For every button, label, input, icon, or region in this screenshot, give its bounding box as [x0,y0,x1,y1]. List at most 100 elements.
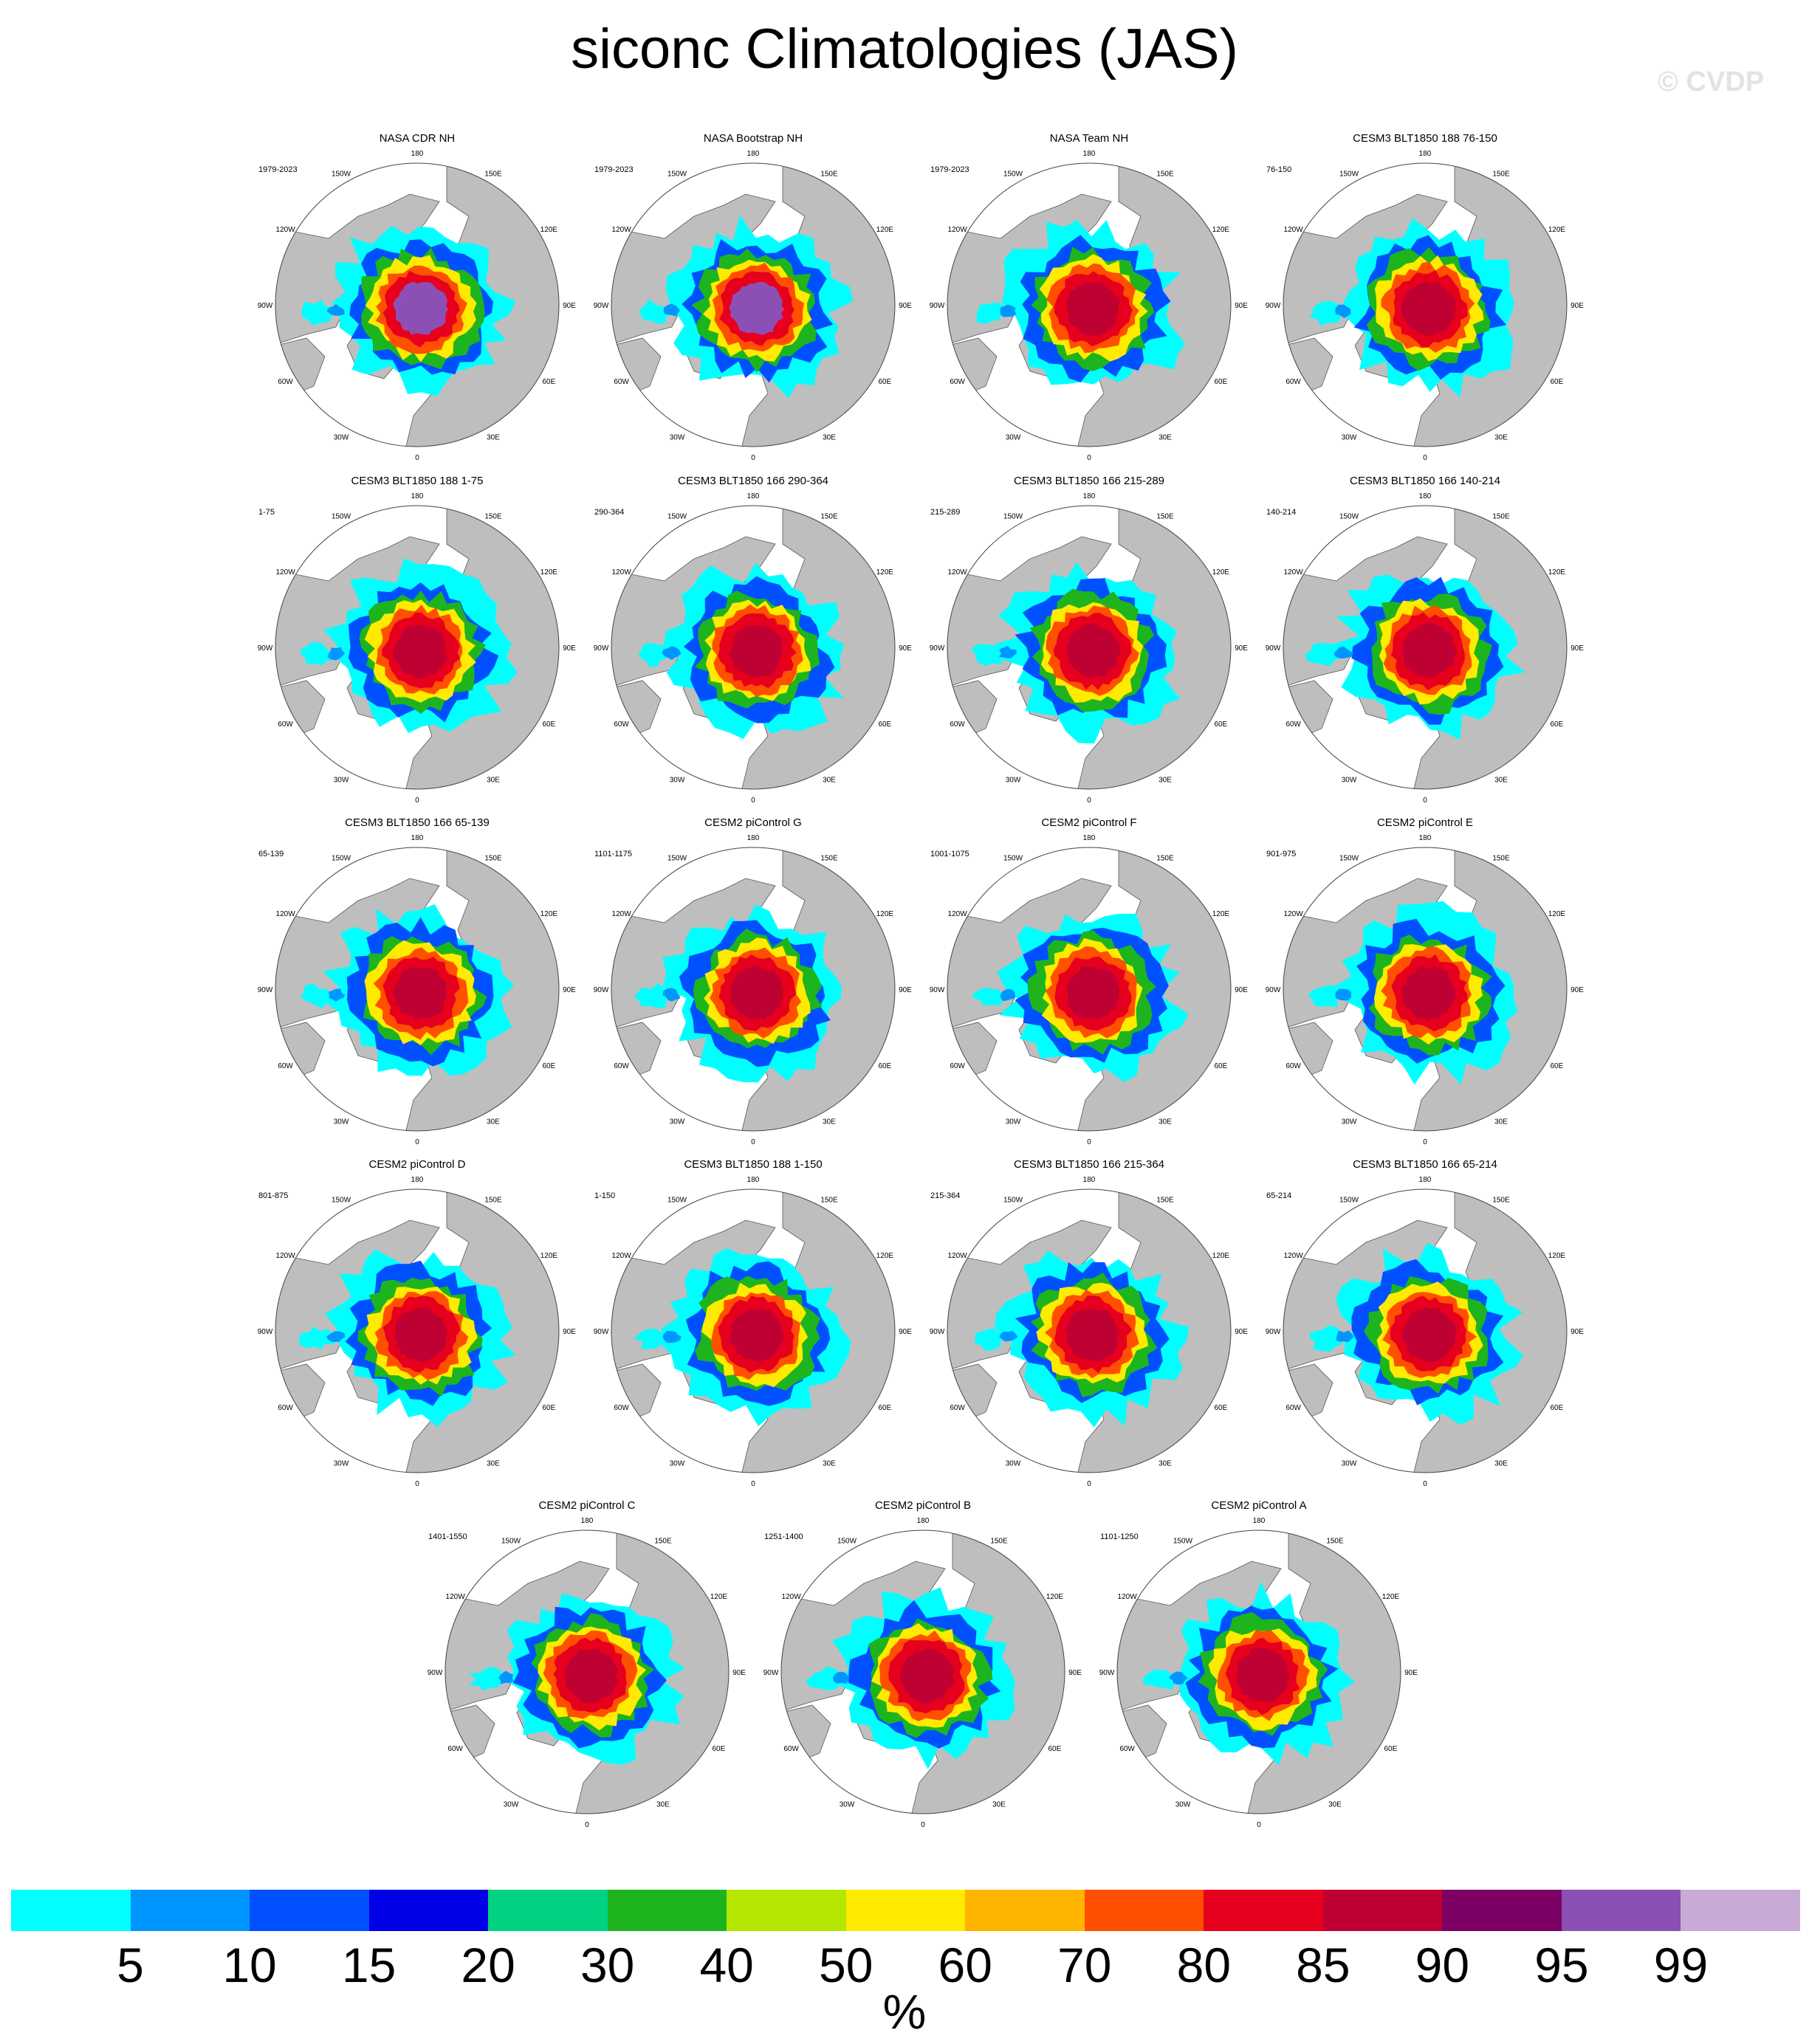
map-boundary [275,1188,560,1473]
longitude-label: 60W [614,1404,629,1412]
polar-map: 180 150E 120E 90E 60E 30E 0 30W 60W 90W 120W 150W [930,834,1249,1146]
longitude-label: 30E [1328,1800,1342,1809]
ice-patch [327,647,346,661]
longitude-label: 180 [411,834,424,842]
longitude-label: 150W [1339,513,1359,521]
colorbar-tick-label: 85 [1296,1938,1350,1992]
map-boundary [947,847,1232,1132]
longitude-label: 150E [484,171,502,179]
polar-map: 180 150E 120E 90E 60E 30E 0 30W 60W 90W 120W 150W [594,150,913,462]
longitude-label: 60E [1215,378,1228,386]
longitude-label: 180 [917,1517,930,1525]
longitude-label: 30E [487,433,500,441]
longitude-label: 180 [411,150,424,158]
map-panel: CESM2 piControl A 1101-1250 180 150E 120E 90E… [1096,1498,1421,1838]
map-boundary [611,162,896,447]
ice-contour [393,281,449,335]
map-panel: CESM3 BLT1850 188 1-150 1-150 180 150E 120E 9… [591,1157,916,1497]
longitude-label: 150W [332,855,351,863]
longitude-label: 120E [876,1252,894,1260]
longitude-label: 60E [1384,1745,1398,1753]
longitude-label: 30E [1494,433,1508,441]
panel-period: 65-214 [1266,1191,1292,1200]
longitude-label: 60E [879,1404,892,1412]
longitude-label: 90E [1235,302,1248,310]
longitude-label: 30W [504,1800,519,1809]
map-boundary [947,505,1232,790]
ice-contour [730,966,783,1020]
longitude-label: 60E [713,1745,726,1753]
longitude-label: 30E [823,776,836,784]
map-panel: CESM3 BLT1850 166 65-214 65-214 180 150E 120… [1263,1157,1587,1497]
map-panel: CESM3 BLT1850 188 1-75 1-75 180 150E 120E 90E… [255,474,580,813]
longitude-label: 120E [876,910,894,918]
colorbar-tick-label: 99 [1653,1938,1709,1992]
panel-period: 1-150 [594,1191,616,1200]
longitude-label: 90W [258,1328,273,1336]
map-panel: NASA CDR NH 1979-2023 180 150E 120E 90E 60E 30E… [255,131,580,471]
longitude-label: 90E [563,986,576,994]
longitude-label: 60W [614,1062,629,1070]
colorbar-tick-label: 50 [819,1938,873,1992]
ice-patch [999,646,1017,658]
longitude-label: 60E [879,378,892,386]
panel-period: 290-364 [594,508,625,517]
panel-period: 1-75 [258,508,275,517]
longitude-label: 30E [656,1800,670,1809]
longitude-label: 0 [751,796,755,805]
panel-title: NASA CDR NH [379,132,456,145]
longitude-label: 60E [879,1062,892,1070]
longitude-label: 120W [1284,568,1304,577]
longitude-label: 90E [899,302,912,310]
longitude-label: 150W [501,1538,521,1546]
ice-patch [634,1329,673,1349]
longitude-label: 180 [1083,150,1096,158]
longitude-label: 30E [823,1118,836,1126]
longitude-label: 60W [614,378,629,386]
map-boundary [1283,162,1568,447]
longitude-label: 150E [820,171,838,179]
longitude-label: 90E [899,986,912,994]
longitude-label: 120E [1212,568,1230,577]
panel-period: 1101-1175 [594,850,632,858]
longitude-label: 30W [1006,1118,1021,1126]
map-panel: CESM2 piControl E 901-975 180 150E 120E 90E 60… [1263,816,1587,1155]
map-boundary [611,1188,896,1473]
panel-period: 901-975 [1266,850,1297,858]
longitude-label: 60W [1285,1404,1301,1412]
longitude-label: 60E [879,720,892,729]
longitude-label: 60E [1551,1404,1564,1412]
colorbar-units-label: % [882,1984,927,2039]
panel-title: CESM3 BLT1850 166 65-139 [345,816,490,829]
longitude-label: 120E [540,226,558,234]
longitude-label: 60E [1551,1062,1564,1070]
longitude-label: 90E [1235,644,1248,653]
cvdp-watermark: © CVDP [1658,66,1765,97]
longitude-label: 60W [614,720,629,729]
longitude-label: 90W [258,986,273,994]
longitude-label: 180 [1419,834,1432,842]
longitude-label: 0 [751,454,755,462]
map-boundary [947,1188,1232,1473]
polar-map: 180 150E 120E 90E 60E 30E 0 30W 60W 90W 120W 150W [1099,1517,1418,1829]
longitude-label: 180 [1419,1176,1432,1184]
longitude-label: 150W [1339,171,1359,179]
longitude-label: 60E [543,720,556,729]
longitude-label: 0 [415,454,419,462]
figure-title: siconc Climatologies (JAS) [571,18,1238,80]
colorbar-box [11,1890,131,1931]
longitude-label: 30W [1342,776,1357,784]
longitude-label: 180 [411,1176,424,1184]
ice-contour [1066,281,1120,337]
panel-period: 76-150 [1266,165,1292,174]
longitude-label: 120W [948,568,968,577]
longitude-label: 30E [487,776,500,784]
colorbar-tick-label: 15 [341,1938,397,1992]
longitude-label: 30E [1494,1459,1508,1467]
polar-map: 180 150E 120E 90E 60E 30E 0 30W 60W 90W 120W 150W [258,492,577,805]
ice-patch [1308,985,1345,1008]
longitude-label: 0 [1087,1480,1091,1488]
longitude-label: 0 [1087,1138,1091,1146]
colorbar-box [250,1890,370,1931]
panel-title: NASA Bootstrap NH [703,132,803,145]
